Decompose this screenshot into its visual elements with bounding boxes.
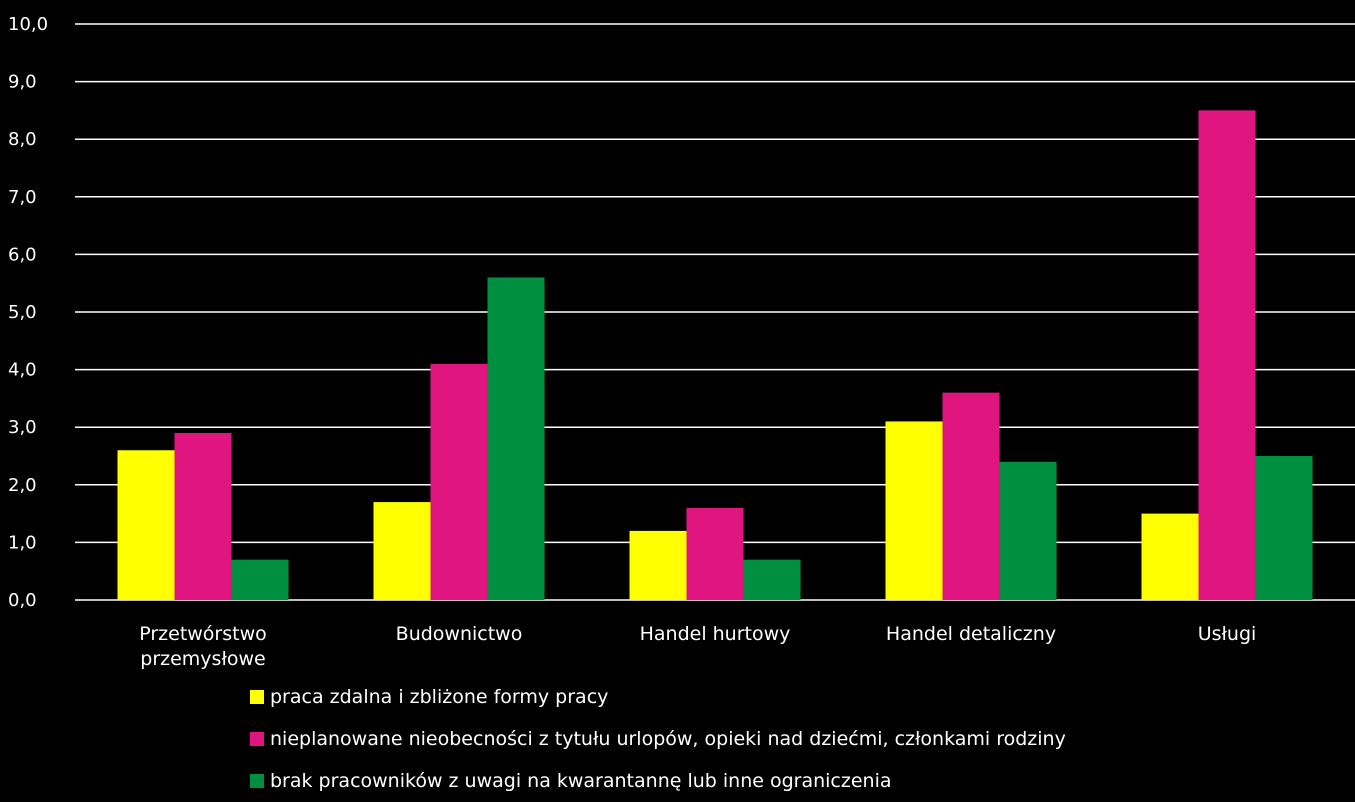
legend-item: nieplanowane nieobecności z tytułu urlop… bbox=[250, 718, 1350, 760]
y-tick-label: 9,0 bbox=[8, 72, 37, 93]
x-category-label: Przetwórstwo przemysłowe bbox=[139, 623, 267, 670]
x-category-label: Handel detaliczny bbox=[886, 623, 1056, 645]
y-tick-label: 8,0 bbox=[8, 129, 37, 150]
bar-series-2-category-1 bbox=[174, 432, 232, 600]
bar-series-1-category-2 bbox=[373, 502, 431, 600]
x-category-label-line: przemysłowe bbox=[140, 648, 265, 670]
gridlines bbox=[75, 23, 1355, 601]
bar-series-2-category-2 bbox=[430, 363, 488, 600]
bar-chart: 0,0 1,0 2,0 3,0 4,0 5,0 6,0 7,0 8,0 9,0 10,0 Przet… bbox=[8, 14, 1355, 670]
y-tick-label: 1,0 bbox=[8, 532, 37, 553]
legend-label: nieplanowane nieobecności z tytułu urlop… bbox=[270, 728, 1066, 750]
bar-series-3-category-1 bbox=[231, 559, 289, 600]
bar-series-2-category-4 bbox=[942, 392, 1000, 600]
bar-series-3-category-3 bbox=[743, 559, 801, 600]
y-axis-tick-labels: 0,0 1,0 2,0 3,0 4,0 5,0 6,0 7,0 8,0 9,0 10,0 bbox=[8, 14, 48, 611]
legend-swatch bbox=[250, 690, 264, 704]
x-category-label: Usługi bbox=[1198, 623, 1257, 645]
x-category-label: Budownictwo bbox=[396, 623, 523, 645]
x-category-label-line: Budownictwo bbox=[396, 623, 523, 645]
bar-series-1-category-4 bbox=[885, 421, 943, 600]
bar-series-3-category-4 bbox=[999, 461, 1057, 600]
y-tick-label: 5,0 bbox=[8, 302, 37, 323]
bar-series-1-category-3 bbox=[629, 530, 687, 600]
bar-series-2-category-5 bbox=[1198, 110, 1256, 601]
legend: praca zdalna i zbliżone formy pracy niepl… bbox=[250, 676, 1350, 802]
y-tick-label: 0,0 bbox=[8, 590, 37, 611]
bar-series-1-category-5 bbox=[1141, 513, 1199, 600]
bar-series-3-category-5 bbox=[1255, 456, 1313, 600]
y-tick-label: 4,0 bbox=[8, 360, 37, 381]
legend-item: praca zdalna i zbliżone formy pracy bbox=[250, 676, 1350, 718]
bar-series-1-category-1 bbox=[117, 450, 175, 600]
legend-label: brak pracowników z uwagi na kwarantannę … bbox=[270, 770, 892, 792]
y-tick-label: 7,0 bbox=[8, 187, 37, 208]
legend-swatch bbox=[250, 774, 264, 788]
bar-series-2-category-3 bbox=[686, 507, 744, 600]
y-tick-label: 6,0 bbox=[8, 244, 37, 265]
x-category-label: Handel hurtowy bbox=[640, 623, 791, 645]
x-category-label-line: Handel hurtowy bbox=[640, 623, 791, 645]
legend-label: praca zdalna i zbliżone formy pracy bbox=[270, 686, 609, 708]
y-tick-label: 10,0 bbox=[8, 14, 48, 35]
y-tick-label: 3,0 bbox=[8, 417, 37, 438]
legend-item: brak pracowników z uwagi na kwarantannę … bbox=[250, 760, 1350, 802]
y-tick-label: 2,0 bbox=[8, 475, 37, 496]
x-axis-category-labels: Przetwórstwo przemysłowe Budownictwo Handel… bbox=[139, 623, 1256, 670]
x-category-label-line: Przetwórstwo bbox=[139, 623, 267, 645]
x-category-label-line: Handel detaliczny bbox=[886, 623, 1056, 645]
legend-swatch bbox=[250, 732, 264, 746]
x-category-label-line: Usługi bbox=[1198, 623, 1257, 645]
bar-series-3-category-2 bbox=[487, 277, 545, 600]
bars bbox=[117, 110, 1313, 601]
